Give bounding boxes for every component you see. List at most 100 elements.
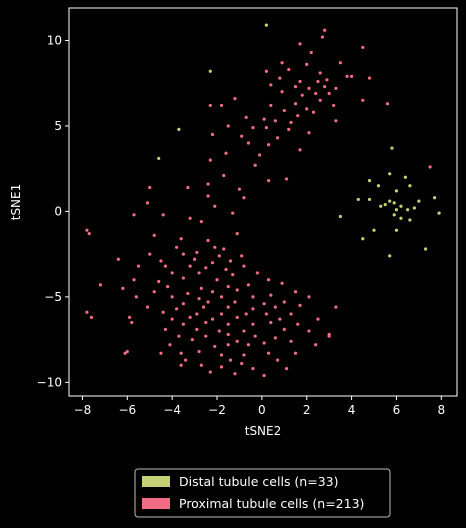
proximal-point [226, 343, 230, 347]
proximal-point [163, 264, 168, 268]
proximal-point [280, 281, 284, 285]
proximal-point [190, 337, 194, 342]
proximal-point [280, 61, 284, 65]
proximal-point [226, 332, 230, 337]
proximal-point [244, 115, 248, 119]
proximal-point [264, 312, 268, 316]
proximal-point [289, 339, 293, 343]
proximal-point [307, 86, 311, 90]
proximal-point [314, 91, 318, 96]
proximal-point [166, 285, 170, 289]
proximal-point [213, 204, 217, 208]
distal-point [424, 247, 428, 251]
proximal-point [219, 103, 224, 108]
proximal-point [278, 76, 282, 80]
proximal-point [244, 312, 248, 316]
proximal-point [262, 341, 266, 345]
proximal-point [179, 237, 183, 241]
distal-point [356, 197, 360, 202]
proximal-point [307, 131, 311, 135]
proximal-point [282, 108, 286, 113]
proximal-point [188, 315, 192, 319]
proximal-point [305, 107, 309, 111]
proximal-point [327, 91, 331, 96]
proximal-point [224, 151, 228, 155]
proximal-point [85, 228, 89, 232]
proximal-point [213, 245, 217, 249]
proximal-point [181, 276, 185, 280]
proximal-point [219, 312, 224, 316]
proximal-point [298, 303, 302, 308]
y-tick-label: −5 [44, 290, 62, 304]
proximal-point [179, 351, 183, 355]
distal-point [372, 228, 376, 232]
distal-point [392, 201, 396, 205]
proximal-point [233, 300, 237, 304]
proximal-point [204, 266, 208, 270]
legend-label-distal: Distal tubule cells (n=33) [179, 474, 339, 489]
proximal-point [311, 110, 316, 114]
proximal-point [208, 103, 212, 108]
proximal-point [235, 232, 239, 236]
y-axis-label: tSNE1 [9, 184, 23, 221]
proximal-point [275, 358, 280, 362]
proximal-point [199, 286, 203, 290]
proximal-point [287, 67, 291, 72]
proximal-point [305, 62, 309, 67]
proximal-point [267, 143, 271, 147]
proximal-point [428, 165, 432, 169]
proximal-point [204, 334, 208, 338]
distal-point [432, 196, 437, 200]
proximal-point [233, 372, 237, 376]
proximal-point [152, 290, 156, 294]
proximal-point [242, 329, 246, 333]
proximal-point [148, 252, 152, 256]
distal-point [399, 204, 403, 208]
proximal-point [148, 185, 152, 190]
distal-point [394, 228, 399, 232]
proximal-point [269, 103, 273, 108]
distal-point [367, 197, 372, 202]
proximal-point [181, 322, 185, 326]
proximal-point [298, 79, 302, 84]
proximal-point [210, 290, 215, 294]
proximal-point [361, 45, 365, 49]
proximal-point [269, 320, 273, 325]
proximal-point [307, 329, 311, 333]
proximal-point [269, 83, 273, 87]
proximal-point [132, 278, 136, 282]
proximal-point [197, 349, 201, 354]
proximal-point [309, 50, 313, 55]
proximal-point [192, 257, 197, 261]
proximal-point [206, 182, 210, 186]
proximal-point [89, 315, 94, 319]
proximal-point [219, 295, 224, 299]
proximal-point [282, 327, 286, 331]
distal-point [437, 211, 441, 215]
proximal-point [323, 28, 327, 32]
distal-point [399, 216, 403, 220]
proximal-point [345, 74, 349, 78]
axis-ticks: −8 −6 −4 −2 0 2 4 6 8 −10 −5 0 5 10 [37, 33, 445, 417]
distal-point [383, 202, 387, 207]
proximal-point [246, 283, 251, 287]
proximal-point [181, 252, 185, 256]
proximal-point [332, 103, 336, 108]
x-axis-label: tSNE2 [245, 424, 282, 438]
distal-point [388, 254, 392, 258]
proximal-point [289, 120, 293, 125]
proximal-point [273, 119, 277, 123]
proximal-point [262, 117, 266, 121]
proximal-point [85, 310, 89, 314]
proximal-point [219, 365, 224, 369]
proximal-point [296, 114, 300, 118]
proximal-point [127, 315, 132, 319]
distal-point [394, 208, 399, 212]
proximal-point [175, 307, 179, 311]
proximal-point [188, 264, 192, 268]
proximal-point [255, 271, 259, 275]
proximal-point [210, 317, 215, 321]
distal-point [403, 175, 408, 179]
proximal-point [320, 35, 325, 39]
